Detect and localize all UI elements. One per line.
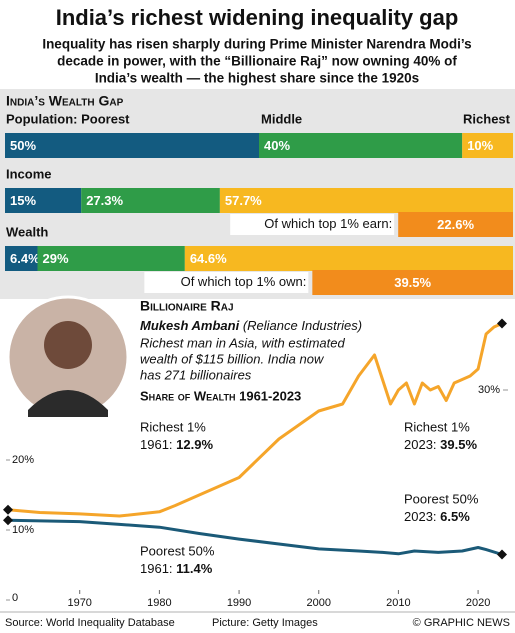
annotation-year: 1961: xyxy=(140,561,173,576)
note: wealth of $115 billion. India now xyxy=(140,351,325,366)
brand: © GRAPHIC NEWS xyxy=(413,617,510,629)
end-marker xyxy=(497,318,507,329)
annotation-value: 6.5% xyxy=(440,509,470,524)
bar-segment xyxy=(219,188,513,213)
bar-segment xyxy=(5,133,259,158)
value-label: 50% xyxy=(10,138,36,153)
x-tick-label: 1980 xyxy=(147,597,171,609)
annotation-value: 12.9% xyxy=(176,437,213,452)
subtitle: Inequality has risen sharply during Prim… xyxy=(42,37,471,52)
bar-segment xyxy=(81,188,220,213)
value-label: 27.3% xyxy=(86,193,123,208)
bar-segment xyxy=(37,246,185,271)
y-tick-label: 30% xyxy=(478,384,500,396)
series-line xyxy=(7,518,503,556)
series-name: Richest 1% xyxy=(140,419,206,434)
value-label: 29% xyxy=(43,251,69,266)
title: India’s richest widening inequality gap xyxy=(56,5,459,30)
line-chart-title: Share of Wealth 1961-2023 xyxy=(140,388,301,403)
bar-segment xyxy=(5,246,38,271)
series-name: Poorest 50% xyxy=(140,543,215,558)
end-marker xyxy=(3,515,13,526)
y-tick-label: 0 xyxy=(12,592,18,604)
row-label: Income xyxy=(6,166,52,181)
x-tick-label: 2020 xyxy=(466,597,490,609)
value-label: 15% xyxy=(10,193,36,208)
annotation-year: 2023: xyxy=(404,437,437,452)
section-title: India’s Wealth Gap xyxy=(6,93,124,109)
end-marker xyxy=(3,504,13,515)
series-name: Richest 1% xyxy=(404,419,470,434)
bar-segment xyxy=(184,246,513,271)
top1-bar xyxy=(398,212,513,237)
note: Richest man in Asia, with estimated xyxy=(140,335,345,350)
photo-face xyxy=(44,321,92,369)
annotation: 1961: 11.4% xyxy=(140,561,213,576)
source: Source: World Inequality Database xyxy=(5,617,175,629)
top1-value-label: 22.6% xyxy=(437,217,474,232)
x-tick-label: 1990 xyxy=(227,597,251,609)
top1-value-label: 39.5% xyxy=(394,275,431,290)
segment-name: Richest xyxy=(463,111,511,126)
annotation-year: 1961: xyxy=(140,437,173,452)
annotation: 2023: 39.5% xyxy=(404,437,477,452)
value-label: 10% xyxy=(467,138,493,153)
heading: Billionaire Raj xyxy=(140,298,234,314)
label-box xyxy=(144,272,309,293)
company: (Reliance Industries) xyxy=(243,318,362,333)
note: has 271 billionaires xyxy=(140,367,252,382)
top1-label: Of which top 1% own: xyxy=(181,274,307,289)
x-tick-label: 2010 xyxy=(386,597,410,609)
bar-segment xyxy=(5,188,82,213)
series-line xyxy=(7,322,503,518)
y-tick-label: 10% xyxy=(12,524,34,536)
value-label: 57.7% xyxy=(225,193,262,208)
annotation: 1961: 12.9% xyxy=(140,437,213,452)
annotation-value: 11.4% xyxy=(176,561,213,576)
annotation-year: 2023: xyxy=(404,509,437,524)
end-marker xyxy=(497,549,507,560)
subtitle: decade in power, with the “Billionaire R… xyxy=(57,54,457,69)
subtitle: India’s wealth — the highest share since… xyxy=(95,71,419,86)
photo-body xyxy=(28,390,108,417)
x-tick-label: 1970 xyxy=(67,597,91,609)
row-label: Population: Poorest xyxy=(6,111,130,126)
top1-bar xyxy=(312,270,513,295)
value-label: 40% xyxy=(264,138,290,153)
credit: Picture: Getty Images xyxy=(212,617,318,629)
y-tick-label: 20% xyxy=(12,454,34,466)
value-label: 6.4% xyxy=(10,251,40,266)
person: Mukesh Ambani (Reliance Industries) xyxy=(140,318,362,333)
series-name: Poorest 50% xyxy=(404,491,479,506)
label-box xyxy=(230,214,395,235)
bar-segment xyxy=(259,133,463,158)
person-name: Mukesh Ambani xyxy=(140,318,240,333)
annotation-value: 39.5% xyxy=(440,437,477,452)
x-tick-label: 2000 xyxy=(306,597,330,609)
row-label: Wealth xyxy=(6,224,48,239)
segment-name: Middle xyxy=(261,111,302,126)
top1-label: Of which top 1% earn: xyxy=(264,216,392,231)
value-label: 64.6% xyxy=(190,251,227,266)
bar-segment xyxy=(462,133,513,158)
annotation: 2023: 6.5% xyxy=(404,509,470,524)
